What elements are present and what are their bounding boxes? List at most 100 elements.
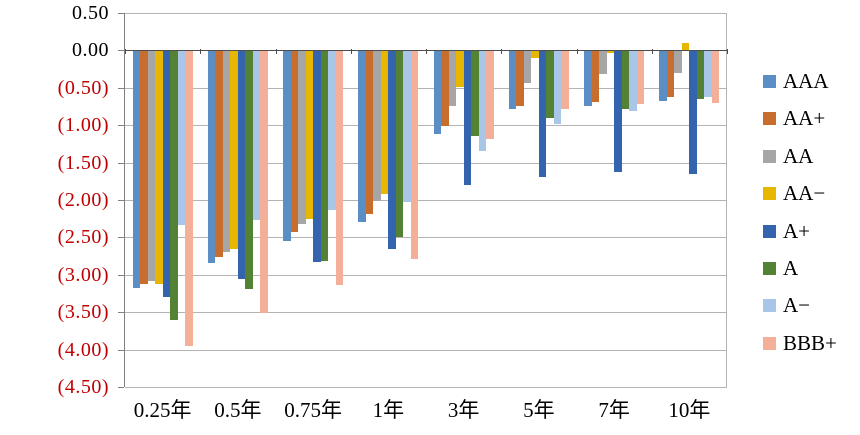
category-axis-tick	[651, 49, 653, 55]
bar-A−-0.5年	[252, 51, 261, 221]
bar-A+-7年	[614, 51, 622, 173]
bar-AA+-7年	[591, 51, 600, 102]
bar-A−-10年	[704, 51, 712, 98]
gridline	[125, 387, 727, 388]
bar-A−-7年	[629, 51, 637, 111]
legend-label: A−	[783, 293, 811, 318]
gridline	[125, 162, 727, 164]
y-axis-tick	[118, 237, 124, 239]
bar-AAA-0.5年	[207, 51, 216, 263]
y-axis-tick	[118, 274, 124, 276]
y-axis-tick	[118, 13, 124, 14]
bar-AA+-0.5年	[215, 51, 223, 257]
bar-BBB+-7年	[636, 51, 645, 105]
y-axis-tick	[118, 125, 124, 127]
bar-A+-0.5年	[237, 51, 246, 280]
bar-A-0.25年	[170, 51, 178, 320]
y-axis-tick	[118, 162, 124, 164]
y-axis-tick	[118, 50, 124, 52]
bar-BBB+-0.75年	[335, 51, 344, 286]
legend-item-BBB+: BBB+	[763, 331, 837, 355]
category-axis-tick	[426, 49, 427, 55]
x-tick-label: 1年	[372, 398, 405, 422]
bar-A+-0.25年	[162, 51, 171, 298]
bar-AA-1年	[373, 51, 381, 202]
legend-label: AA−	[783, 181, 826, 206]
gridline	[125, 200, 727, 201]
bar-AA+-0.75年	[290, 51, 299, 233]
bar-AA+-1年	[365, 51, 374, 215]
legend-swatch-icon	[763, 75, 776, 88]
bar-BBB+-10年	[711, 51, 720, 103]
legend-swatch-icon	[763, 336, 776, 350]
bar-A-1年	[395, 51, 404, 238]
x-tick-label: 3年	[447, 398, 480, 422]
category-axis-tick	[125, 49, 126, 55]
bar-A−-5年	[553, 51, 562, 125]
legend-item-AA+: AA+	[763, 106, 837, 131]
y-axis-tick	[118, 87, 124, 89]
x-tick-label: 0.25年	[133, 398, 192, 422]
legend-label: AAA	[783, 69, 829, 93]
legend-label: A	[783, 255, 799, 280]
bar-A-7年	[621, 51, 630, 109]
legend-label: A+	[783, 218, 811, 243]
category-axis-tick	[727, 49, 728, 55]
bar-AAA-0.25年	[132, 51, 141, 289]
gridline	[125, 312, 727, 314]
category-axis-tick	[275, 49, 277, 55]
bar-AA-3年	[448, 51, 457, 106]
legend-swatch-icon	[763, 112, 776, 126]
y-tick-label: (4.00)	[57, 338, 109, 361]
right-border-line	[726, 13, 727, 387]
bar-AAA-7年	[584, 51, 592, 106]
gridline	[125, 13, 727, 14]
y-tick-label: (2.50)	[57, 226, 109, 249]
bar-AA−-1年	[380, 51, 389, 194]
y-axis-line	[124, 13, 125, 387]
gridline	[125, 349, 727, 351]
bar-AA-10年	[674, 51, 682, 73]
x-tick-label: 7年	[598, 398, 630, 422]
bar-A+-10年	[689, 51, 697, 174]
gridline	[125, 237, 727, 239]
bar-A-5年	[546, 51, 554, 119]
y-tick-label: (2.00)	[57, 189, 109, 211]
bar-AA−-10年	[681, 42, 690, 51]
bar-A+-5年	[538, 51, 547, 177]
legend-label: AA	[783, 143, 814, 168]
bar-AA-5年	[523, 51, 532, 84]
bar-AA−-0.25年	[155, 51, 163, 285]
bar-A−-1年	[403, 51, 411, 203]
legend-item-A: A	[763, 255, 837, 280]
bar-A-0.5年	[245, 51, 253, 289]
bar-A−-3年	[478, 51, 487, 152]
y-tick-label: (4.50)	[57, 376, 109, 398]
legend-swatch-icon	[763, 299, 776, 313]
category-axis-tick	[350, 49, 352, 55]
legend-item-AA: AA	[763, 143, 837, 168]
bar-AAA-3年	[433, 51, 442, 135]
x-axis-labels: 0.25年 0.5年 0.75年 1年 3年 5年 7年 10年	[125, 394, 727, 428]
y-tick-label: 0.50	[72, 2, 109, 24]
bar-AA−-0.5年	[230, 51, 238, 249]
bar-A−-0.25年	[177, 51, 186, 225]
bar-BBB+-3年	[486, 51, 494, 139]
y-tick-label: (0.50)	[57, 76, 109, 99]
bar-AA−-7年	[606, 51, 615, 53]
x-tick-label: 0.75年	[284, 398, 342, 422]
y-tick-label: (1.50)	[57, 151, 109, 174]
bar-AAA-5年	[508, 51, 517, 109]
y-tick-label: (3.50)	[57, 301, 109, 324]
y-tick-label: (1.00)	[57, 114, 109, 137]
category-axis-tick	[576, 49, 578, 55]
bar-AAA-1年	[358, 51, 366, 222]
y-axis-tick	[118, 349, 124, 351]
legend-label: AA+	[783, 106, 826, 131]
bar-A+-1年	[388, 51, 396, 249]
bar-AA−-5年	[531, 51, 539, 58]
bar-AA-0.5年	[222, 51, 231, 253]
bar-AA+-3年	[441, 51, 449, 126]
bar-AA-7年	[599, 51, 607, 74]
y-axis-labels: 0.50 0.00 (0.50) (1.00) (1.50) (2.00) (2.50) (3…	[0, 0, 115, 435]
